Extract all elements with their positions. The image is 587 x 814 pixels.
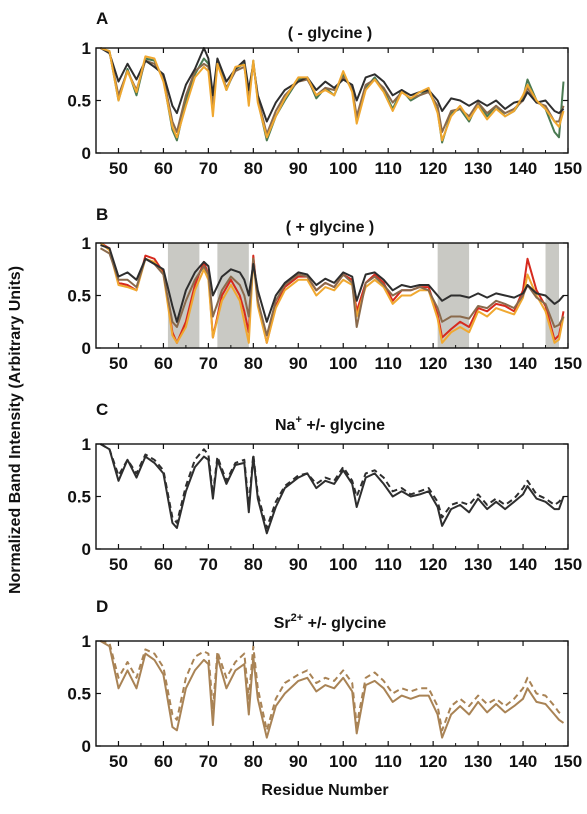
y-tick-label: 1 [82,632,91,651]
panel-b: 50 60 70 80 90 100 110 120 130 140 150 0 0.5 1B ( + gl… [67,205,582,373]
x-tick-label: 90 [289,752,308,771]
x-tick-label: 50 [109,159,128,178]
panel-title-superscript: + [295,414,301,426]
series-line-orange [99,242,565,344]
x-tick-label: 60 [154,159,173,178]
x-axis-label: Residue Number [261,782,388,799]
x-tick-label: 150 [554,752,582,771]
y-tick-label: 0 [82,339,91,358]
x-tick-label: 50 [109,555,128,574]
y-tick-label: 1 [82,39,91,58]
x-tick-label: 130 [464,159,492,178]
x-tick-label: 120 [419,159,447,178]
panel-c: 50 60 70 80 90 100 110 120 130 140 150 0 0.5 1C Na+ +/… [67,400,582,574]
x-tick-label: 120 [419,354,447,373]
panel-title-rest: +/- glycine [303,615,386,632]
x-tick-label: 60 [154,354,173,373]
x-tick-label: 70 [199,159,218,178]
x-tick-label: 80 [244,159,263,178]
series-line-black [99,47,565,123]
x-tick-label: 140 [509,555,537,574]
x-tick-label: 150 [554,159,582,178]
series-line-orange [100,47,565,142]
x-tick-label: 70 [199,752,218,771]
x-tick-label: 50 [109,752,128,771]
x-tick-label: 150 [554,354,582,373]
x-tick-label: 90 [289,354,308,373]
y-tick-label: 0.5 [67,287,91,306]
x-tick-label: 110 [374,354,401,373]
y-tick-label: 0.5 [67,488,91,507]
x-tick-label: 100 [329,555,357,574]
x-tick-label: 110 [374,752,401,771]
panel-title-main: Na [275,417,296,434]
x-tick-label: 100 [329,159,357,178]
x-tick-label: 140 [509,354,537,373]
x-tick-label: 100 [329,354,357,373]
x-tick-label: 70 [199,555,218,574]
series-line-black-dashed [99,443,565,529]
x-tick-label: 140 [509,752,537,771]
x-tick-label: 100 [329,752,357,771]
x-tick-label: 110 [374,159,401,178]
panel-letter: D [96,597,108,616]
x-tick-label: 130 [464,555,492,574]
panel-letter: B [96,205,108,224]
x-tick-label: 150 [554,555,582,574]
panel-title: ( - glycine ) [288,25,372,42]
y-tick-label: 1 [82,435,91,454]
y-axis-label: Normalized Band Intensity (Arbitrary Uni… [7,266,24,594]
y-tick-label: 1 [82,234,91,253]
x-tick-label: 80 [244,555,263,574]
y-tick-label: 0 [82,144,91,163]
panel-title: Na+ +/- glycine [275,414,385,434]
panel-a: 50 60 70 80 90 100 110 120 130 140 150 0 0.5 1A ( - gl… [67,9,582,178]
y-tick-label: 0.5 [67,92,91,111]
panel-title-rest: +/- glycine [302,417,385,434]
panel-title: ( + glycine ) [286,219,374,236]
panel-title-superscript: 2+ [291,612,304,624]
x-tick-label: 130 [464,354,492,373]
panel-title: Sr2+ +/- glycine [274,612,387,632]
x-tick-label: 120 [419,555,447,574]
x-tick-label: 80 [244,354,263,373]
series-line-tan [99,640,565,739]
series-line-black [99,443,565,535]
panel-title-main: Sr [274,615,291,632]
x-tick-label: 60 [154,752,173,771]
x-tick-label: 60 [154,555,173,574]
x-tick-label: 110 [374,555,401,574]
x-tick-label: 80 [244,752,263,771]
series-line-brown [99,247,565,337]
x-tick-label: 50 [109,354,128,373]
series-line-tan-dashed [100,640,564,732]
panel-letter: A [96,9,108,28]
y-tick-label: 0 [82,737,91,756]
x-tick-label: 140 [509,159,537,178]
x-tick-label: 90 [289,159,308,178]
x-tick-label: 70 [199,354,218,373]
y-tick-label: 0.5 [67,685,91,704]
x-tick-label: 130 [464,752,492,771]
x-tick-label: 120 [419,752,447,771]
y-tick-label: 0 [82,540,91,559]
series-line-black [100,244,565,323]
x-tick-label: 90 [289,555,308,574]
series-line-brown [100,47,565,136]
panel-d: 50 60 70 80 90 100 110 120 130 140 150 0 0.5 1D Sr2+ +… [67,597,582,771]
panel-letter: C [96,400,108,419]
